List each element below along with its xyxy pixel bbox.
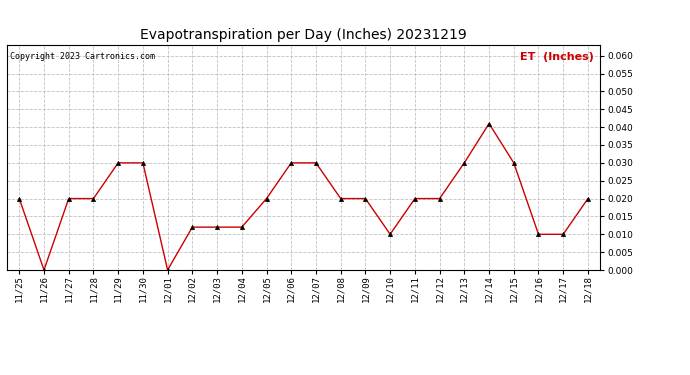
Title: Evapotranspiration per Day (Inches) 20231219: Evapotranspiration per Day (Inches) 2023…: [140, 28, 467, 42]
Text: ET  (Inches): ET (Inches): [520, 52, 594, 62]
Text: Copyright 2023 Cartronics.com: Copyright 2023 Cartronics.com: [10, 52, 155, 61]
